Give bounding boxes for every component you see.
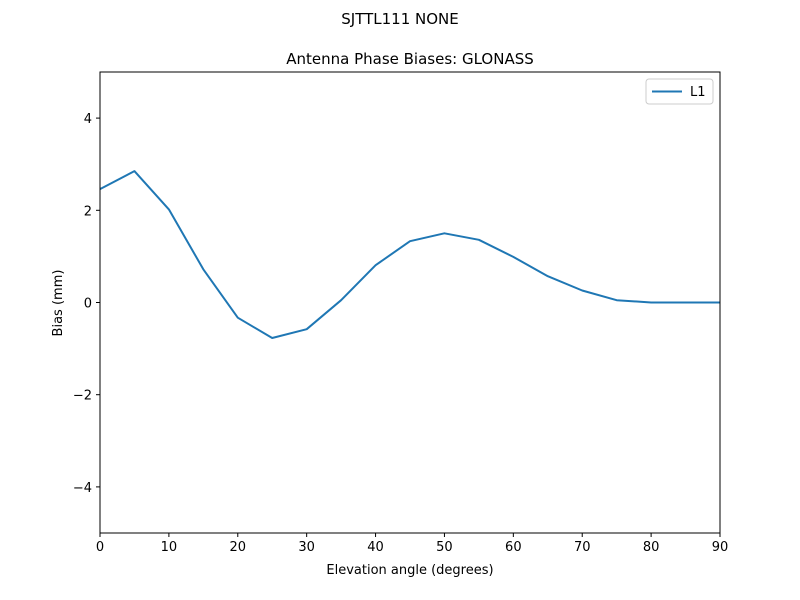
x-tick-label: 50 <box>436 540 453 555</box>
x-axis-label: Elevation angle (degrees) <box>326 563 493 578</box>
x-tick-label: 80 <box>643 540 660 555</box>
series-line-l1 <box>99 170 720 339</box>
axes-frame <box>99 71 721 534</box>
x-tick-label: 60 <box>505 540 522 555</box>
x-tick-label: 10 <box>161 540 178 555</box>
x-tick-label: 90 <box>712 540 729 555</box>
legend: L1 <box>645 78 714 105</box>
chart-title: Antenna Phase Biases: GLONASS <box>286 50 534 68</box>
y-tick-label: −4 <box>73 481 92 496</box>
x-tick-label: 70 <box>574 540 591 555</box>
x-tick-label: 20 <box>230 540 247 555</box>
x-tick-label: 40 <box>367 540 384 555</box>
y-tick-label: 2 <box>84 204 92 219</box>
y-tick-label: 0 <box>84 297 92 312</box>
plot-area <box>99 170 720 339</box>
y-axis-label: Bias (mm) <box>51 270 66 337</box>
x-tick-label: 0 <box>96 540 104 555</box>
y-tick-label: −2 <box>73 389 92 404</box>
x-tick-label: 30 <box>298 540 315 555</box>
y-tick-label: 4 <box>84 112 92 127</box>
legend-label-l1: L1 <box>690 85 706 100</box>
x-axis: 0 10 20 30 40 50 60 70 80 90 <box>96 533 728 555</box>
y-axis: −4 −2 0 2 4 <box>73 112 100 496</box>
figure-suptitle: SJTTL111 NONE <box>341 10 459 28</box>
